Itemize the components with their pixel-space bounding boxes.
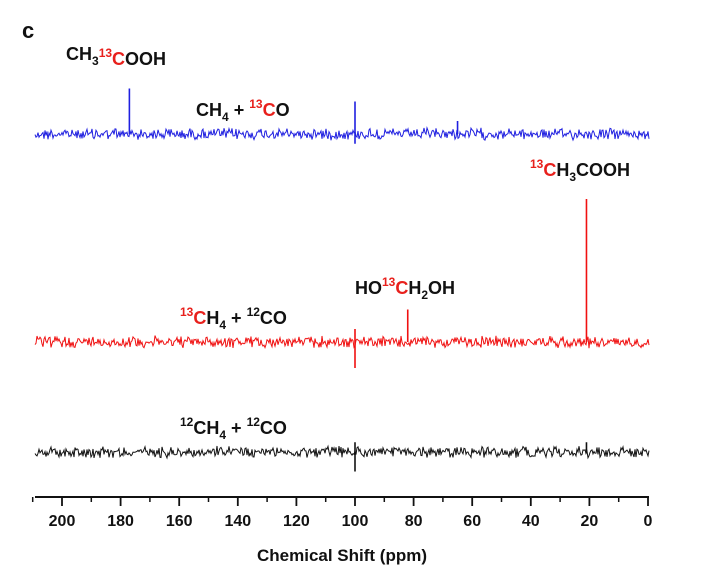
series-1-annotation-1-part-4: 2 [421, 288, 428, 302]
series-1-annotation-0: 13CH3COOH [530, 157, 630, 184]
x-tick-label-160: 160 [166, 513, 193, 530]
series-2-baseline [34, 444, 650, 460]
series-0-label: CH4 + 13CO [196, 97, 290, 124]
series-1-annotation-1-part-2: C [395, 278, 408, 298]
series-1-annotation-1: HO13CH2OH [355, 275, 455, 302]
series-2-label-part-1: CH [193, 418, 219, 438]
x-tick-label-0: 0 [644, 513, 653, 530]
x-axis-title: Chemical Shift (ppm) [257, 546, 427, 565]
series-2-label-part-0: 12 [180, 415, 194, 429]
series-0-label-part-5: O [276, 100, 290, 120]
x-tick-label-40: 40 [522, 513, 540, 530]
series-1-label-part-3: 4 [219, 318, 226, 332]
series-2-label: 12CH4 + 12CO [180, 415, 287, 442]
series-0-annotation-0-part-1: 3 [92, 54, 99, 68]
x-tick-label-200: 200 [49, 513, 76, 530]
series-1-annotation-1-part-1: 13 [382, 275, 396, 289]
x-axis: 200 180 160 140 120 100 80 60 40 20 0 [31, 496, 653, 530]
series-1-annotation-0-part-0: 13 [530, 157, 544, 171]
series-1-annotation-0-part-2: H [556, 160, 569, 180]
series-1-annotation-0-part-4: COOH [576, 160, 630, 180]
series-1-baseline [34, 335, 650, 350]
series-2-label-part-4: 12 [247, 415, 261, 429]
x-tick-label-60: 60 [463, 513, 481, 530]
series-2-label-part-3: + [226, 418, 247, 438]
series-0-label-part-2: + [229, 100, 250, 120]
series-0-annotation-0-part-4: OOH [125, 49, 166, 69]
x-tick-label-100: 100 [342, 513, 369, 530]
series-1-annotation-1-part-0: HO [355, 278, 382, 298]
series-0-annotation-0-part-0: CH [66, 44, 92, 64]
series-1-label-part-5: 12 [247, 305, 261, 319]
series-1-label: 13CH4 + 12CO [180, 305, 287, 332]
x-tick-label-120: 120 [283, 513, 310, 530]
series-2-label-part-2: 4 [219, 428, 226, 442]
series-1-annotation-1-part-5: OH [428, 278, 455, 298]
spectra-group [34, 88, 650, 472]
series-1-annotation-1-part-3: H [408, 278, 421, 298]
x-tick-label-80: 80 [405, 513, 423, 530]
series-0-annotation-0: CH313COOH [66, 44, 166, 69]
series-0-label-part-0: CH [196, 100, 222, 120]
series-0-label-part-1: 4 [222, 110, 229, 124]
series-1-annotation-0-part-3: 3 [569, 170, 576, 184]
series-1-label-part-2: H [206, 308, 219, 328]
series-0-annotation-0-part-3: C [112, 49, 125, 69]
panel-letter: c [22, 18, 34, 43]
series-1-annotation-0-part-1: C [543, 160, 556, 180]
series-0-baseline [34, 125, 650, 142]
series-1-label-part-6: CO [260, 308, 287, 328]
series-1-label-part-1: C [193, 308, 206, 328]
x-tick-label-20: 20 [581, 513, 599, 530]
series-0-label-part-3: 13 [249, 97, 263, 111]
x-tick-label-180: 180 [107, 513, 134, 530]
x-tick-label-140: 140 [224, 513, 251, 530]
series-0-annotation-0-part-2: 13 [99, 46, 113, 60]
series-2-label-part-5: CO [260, 418, 287, 438]
series-0-label-part-4: C [263, 100, 276, 120]
series-1-label-part-4: + [226, 308, 247, 328]
series-1-label-part-0: 13 [180, 305, 194, 319]
